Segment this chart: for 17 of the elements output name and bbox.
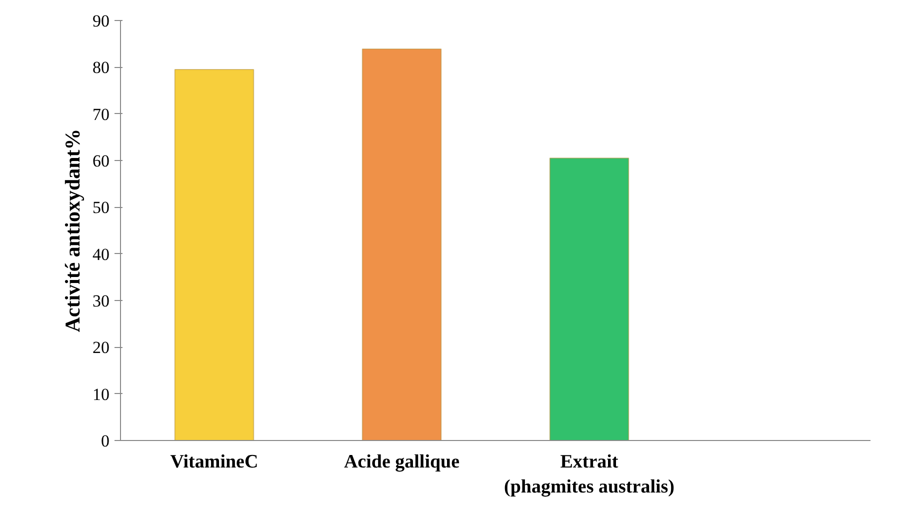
y-tick-label: 60 — [92, 152, 110, 170]
y-tick-label: 50 — [92, 198, 110, 218]
y-tick-label: 90 — [92, 12, 110, 30]
x-tick-label: VitamineC — [170, 452, 258, 472]
y-tick-label: 0 — [101, 432, 110, 450]
x-tick-label: Extrait (phagmites australis) — [504, 452, 674, 498]
y-tick-label: 40 — [92, 244, 110, 264]
y-tick-label: 10 — [92, 384, 110, 404]
y-tick-label: 30 — [92, 292, 110, 310]
y-tick-label: 70 — [92, 104, 110, 124]
bar — [362, 48, 442, 440]
y-tick-label: 20 — [92, 338, 110, 358]
bar — [549, 158, 630, 440]
y-axis-title: Activité antioxydant% — [60, 128, 84, 332]
y-tick-label: 80 — [92, 58, 110, 78]
bar — [174, 69, 254, 440]
x-tick-label: Acide gallique — [344, 452, 460, 472]
